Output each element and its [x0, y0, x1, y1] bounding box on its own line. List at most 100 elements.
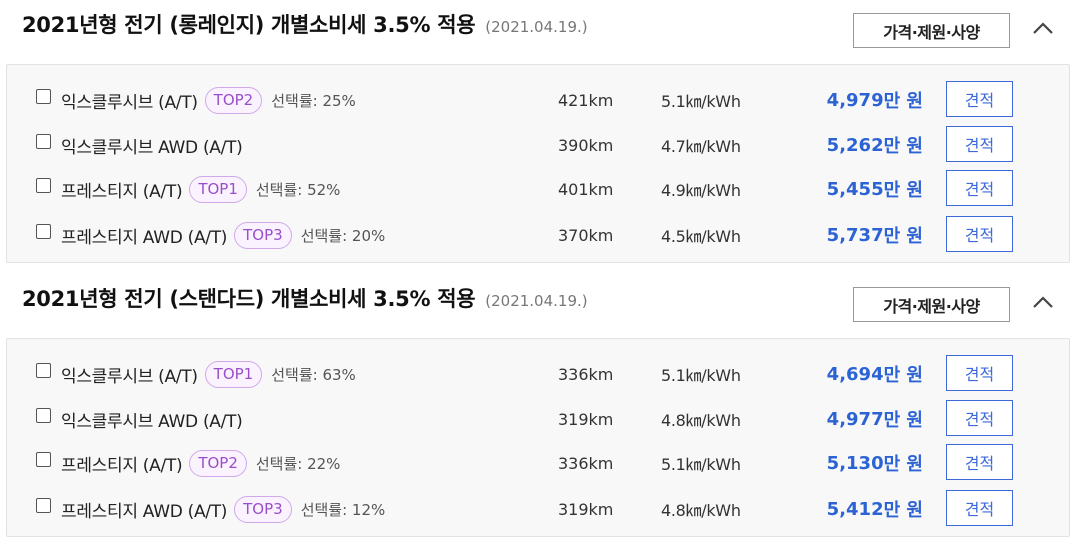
compare-checkbox[interactable] — [36, 498, 51, 513]
trim-info: 프레스티지 AWD (A/T) TOP3 선택률: 12% — [61, 489, 385, 529]
trim-info: 익스클루시브 AWD (A/T) — [61, 125, 243, 165]
collapse-button[interactable] — [1029, 14, 1057, 42]
compare-checkbox[interactable] — [36, 224, 51, 239]
selection-rate: 선택률: 63% — [271, 365, 356, 384]
price-number: 5,130 — [826, 452, 884, 474]
section-date: (2021.04.19.) — [485, 292, 588, 310]
driving-range: 319km — [558, 409, 614, 429]
compare-checkbox[interactable] — [36, 363, 51, 378]
energy-efficiency: 5.1㎞/kWh — [661, 455, 741, 474]
trim-list: 익스클루시브 (A/T) TOP2 선택률: 25% 421km 5.1㎞/kW… — [6, 64, 1070, 263]
rank-badge: TOP1 — [204, 360, 263, 388]
selection-rate: 선택률: 52% — [255, 180, 341, 199]
price-spec-button[interactable]: 가격·제원·사양 — [853, 13, 1010, 48]
price: 5,737 만 원 — [797, 215, 923, 255]
compare-checkbox[interactable] — [36, 134, 51, 149]
price-unit: 만 원 — [883, 180, 923, 201]
trim-name: 익스클루시브 AWD (A/T) — [61, 411, 243, 432]
quote-button[interactable]: 견적 — [946, 490, 1013, 526]
quote-button[interactable]: 견적 — [946, 355, 1013, 391]
trim-info: 프레스티지 (A/T) TOP2 선택률: 22% — [61, 443, 340, 483]
selection-rate: 선택률: 20% — [300, 226, 386, 245]
rank-badge: TOP1 — [189, 175, 247, 203]
compare-checkbox[interactable] — [36, 452, 51, 467]
section-title-group: 2021년형 전기 (롱레인지) 개별소비세 3.5% 적용 (2021.04.… — [22, 9, 588, 39]
chevron-up-icon — [1033, 22, 1053, 34]
trim-section-standard: 2021년형 전기 (스탠다드) 개별소비세 3.5% 적용 (2021.04.… — [0, 274, 1081, 537]
energy-efficiency: 4.5㎞/kWh — [661, 227, 741, 246]
driving-range: 401km — [558, 179, 614, 199]
section-date: (2021.04.19.) — [485, 18, 588, 36]
trim-name: 익스클루시브 (A/T) — [61, 92, 198, 113]
trim-section-long-range: 2021년형 전기 (롱레인지) 개별소비세 3.5% 적용 (2021.04.… — [0, 0, 1081, 263]
quote-button[interactable]: 견적 — [946, 126, 1013, 162]
rank-badge: TOP3 — [234, 495, 292, 523]
price-unit: 만 원 — [883, 226, 923, 247]
driving-range: 370km — [558, 225, 614, 245]
quote-button[interactable]: 견적 — [946, 81, 1013, 117]
price-number: 5,455 — [826, 178, 884, 200]
selection-rate: 선택률: 22% — [255, 454, 341, 473]
section-header: 2021년형 전기 (롱레인지) 개별소비세 3.5% 적용 (2021.04.… — [0, 0, 1081, 64]
price-number: 5,412 — [826, 498, 884, 520]
price: 4,977 만 원 — [797, 399, 923, 439]
quote-button[interactable]: 견적 — [946, 216, 1013, 252]
trim-info: 익스클루시브 AWD (A/T) — [61, 399, 243, 439]
section-title: 2021년형 전기 (스탠다드) 개별소비세 3.5% 적용 — [22, 287, 476, 311]
collapse-button[interactable] — [1029, 288, 1057, 316]
trim-row: 익스클루시브 AWD (A/T) 319km 4.8㎞/kWh 4,977 만 원… — [7, 399, 1069, 439]
price-unit: 만 원 — [883, 500, 923, 521]
compare-checkbox[interactable] — [36, 408, 51, 423]
price-unit: 만 원 — [883, 91, 923, 112]
compare-checkbox[interactable] — [36, 89, 51, 104]
driving-range: 336km — [558, 364, 614, 384]
energy-efficiency: 5.1㎞/kWh — [661, 92, 741, 111]
energy-efficiency: 5.1㎞/kWh — [661, 366, 741, 385]
trim-info: 프레스티지 AWD (A/T) TOP3 선택률: 20% — [61, 215, 385, 255]
trim-row: 프레스티지 (A/T) TOP1 선택률: 52% 401km 4.9㎞/kWh… — [7, 169, 1069, 209]
energy-efficiency: 4.8㎞/kWh — [661, 501, 741, 520]
price: 5,412 만 원 — [797, 489, 923, 529]
price-unit: 만 원 — [883, 365, 923, 386]
trim-list: 익스클루시브 (A/T) TOP1 선택률: 63% 336km 5.1㎞/kW… — [6, 338, 1070, 537]
trim-name: 프레스티지 (A/T) — [61, 181, 183, 202]
trim-info: 익스클루시브 (A/T) TOP1 선택률: 63% — [61, 354, 356, 394]
price: 5,130 만 원 — [797, 443, 923, 483]
price: 5,455 만 원 — [797, 169, 923, 209]
trim-name: 프레스티지 AWD (A/T) — [61, 501, 228, 522]
rank-badge: TOP2 — [204, 86, 263, 114]
price: 4,979 만 원 — [797, 80, 923, 120]
price-number: 4,977 — [826, 408, 884, 430]
trim-row: 익스클루시브 (A/T) TOP1 선택률: 63% 336km 5.1㎞/kW… — [7, 354, 1069, 394]
price-spec-button[interactable]: 가격·제원·사양 — [853, 287, 1010, 322]
selection-rate: 선택률: 12% — [300, 500, 386, 519]
price-number: 5,737 — [826, 224, 884, 246]
driving-range: 390km — [558, 135, 614, 155]
quote-button[interactable]: 견적 — [946, 444, 1013, 480]
price-number: 4,694 — [826, 363, 884, 385]
trim-name: 익스클루시브 (A/T) — [61, 366, 198, 387]
energy-efficiency: 4.8㎞/kWh — [661, 411, 741, 430]
energy-efficiency: 4.7㎞/kWh — [661, 137, 741, 156]
trim-row: 프레스티지 AWD (A/T) TOP3 선택률: 20% 370km 4.5㎞… — [7, 215, 1069, 255]
price-unit: 만 원 — [883, 410, 923, 431]
section-title-group: 2021년형 전기 (스탠다드) 개별소비세 3.5% 적용 (2021.04.… — [22, 283, 588, 313]
trim-info: 익스클루시브 (A/T) TOP2 선택률: 25% — [61, 80, 356, 120]
price: 5,262 만 원 — [797, 125, 923, 165]
quote-button[interactable]: 견적 — [946, 170, 1013, 206]
trim-row: 프레스티지 (A/T) TOP2 선택률: 22% 336km 5.1㎞/kWh… — [7, 443, 1069, 483]
quote-button[interactable]: 견적 — [946, 400, 1013, 436]
price: 4,694 만 원 — [797, 354, 923, 394]
compare-checkbox[interactable] — [36, 178, 51, 193]
energy-efficiency: 4.9㎞/kWh — [661, 181, 741, 200]
price-number: 4,979 — [826, 89, 884, 111]
trim-row: 익스클루시브 AWD (A/T) 390km 4.7㎞/kWh 5,262 만 원… — [7, 125, 1069, 165]
trim-name: 프레스티지 (A/T) — [61, 455, 183, 476]
driving-range: 421km — [558, 90, 614, 110]
trim-row: 프레스티지 AWD (A/T) TOP3 선택률: 12% 319km 4.8㎞… — [7, 489, 1069, 529]
driving-range: 319km — [558, 499, 614, 519]
rank-badge: TOP2 — [189, 449, 247, 477]
chevron-up-icon — [1033, 296, 1053, 308]
price-unit: 만 원 — [883, 136, 923, 157]
rank-badge: TOP3 — [234, 221, 292, 249]
